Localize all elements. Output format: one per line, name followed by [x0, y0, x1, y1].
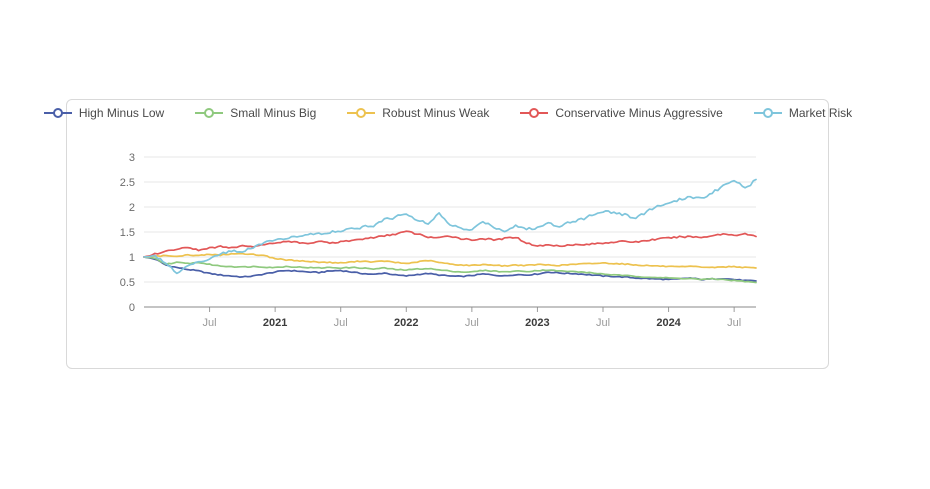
- legend-label: Conservative Minus Aggressive: [555, 106, 723, 120]
- x-axis-label: 2023: [525, 317, 549, 329]
- series-line-market-risk: [143, 178, 757, 275]
- chart-card: High Minus Low Small Minus Big Robust Minu…: [43, 99, 852, 369]
- series-line-conservative-minus-aggressive: [143, 230, 757, 258]
- legend-item-conservative-minus-aggressive[interactable]: Conservative Minus Aggressive: [519, 106, 723, 120]
- legend-marker-icon: [347, 108, 376, 118]
- legend-label: Market Risk: [788, 106, 853, 120]
- y-axis-label: 1: [129, 252, 135, 264]
- legend-item-robust-minus-weak[interactable]: Robust Minus Weak: [346, 106, 489, 120]
- y-axis-label: 2.5: [120, 177, 135, 189]
- y-axis-label: 2: [129, 202, 135, 214]
- legend-marker-icon: [753, 108, 782, 118]
- y-axis-label: 1.5: [120, 227, 135, 239]
- y-axis-label: 0.5: [120, 277, 135, 289]
- x-axis-label: 2024: [656, 317, 681, 329]
- legend-label: Robust Minus Weak: [382, 106, 490, 120]
- legend-marker-icon: [520, 108, 549, 118]
- legend-label: High Minus Low: [78, 106, 165, 120]
- x-axis-label: 2021: [263, 317, 287, 329]
- line-chart: 0 0.5 1 1.5 2 2.5 3 Jul 2021 Jul 2022 Jul 2023 Jul 202…: [120, 152, 757, 329]
- legend-item-high-minus-low[interactable]: High Minus Low: [43, 106, 164, 120]
- y-axis-label: 3: [129, 152, 135, 164]
- x-axis-label: Jul: [465, 317, 479, 329]
- series-line-high-minus-low: [143, 256, 757, 282]
- legend-item-market-risk[interactable]: Market Risk: [753, 106, 852, 120]
- legend-label: Small Minus Big: [230, 106, 317, 120]
- x-axis-label: Jul: [334, 317, 348, 329]
- y-axis-label: 0: [129, 302, 135, 314]
- legend-marker-icon: [195, 108, 224, 118]
- series-line-small-minus-big: [143, 256, 757, 284]
- legend-marker-icon: [43, 108, 72, 118]
- x-axis-label: Jul: [203, 317, 217, 329]
- series-line-robust-minus-weak: [143, 252, 757, 269]
- x-axis-label: 2022: [394, 317, 418, 329]
- x-axis-label: Jul: [596, 317, 610, 329]
- x-axis-label: Jul: [727, 317, 741, 329]
- chart-legend: High Minus Low Small Minus Big Robust Minu…: [43, 106, 852, 120]
- legend-item-small-minus-big[interactable]: Small Minus Big: [194, 106, 316, 120]
